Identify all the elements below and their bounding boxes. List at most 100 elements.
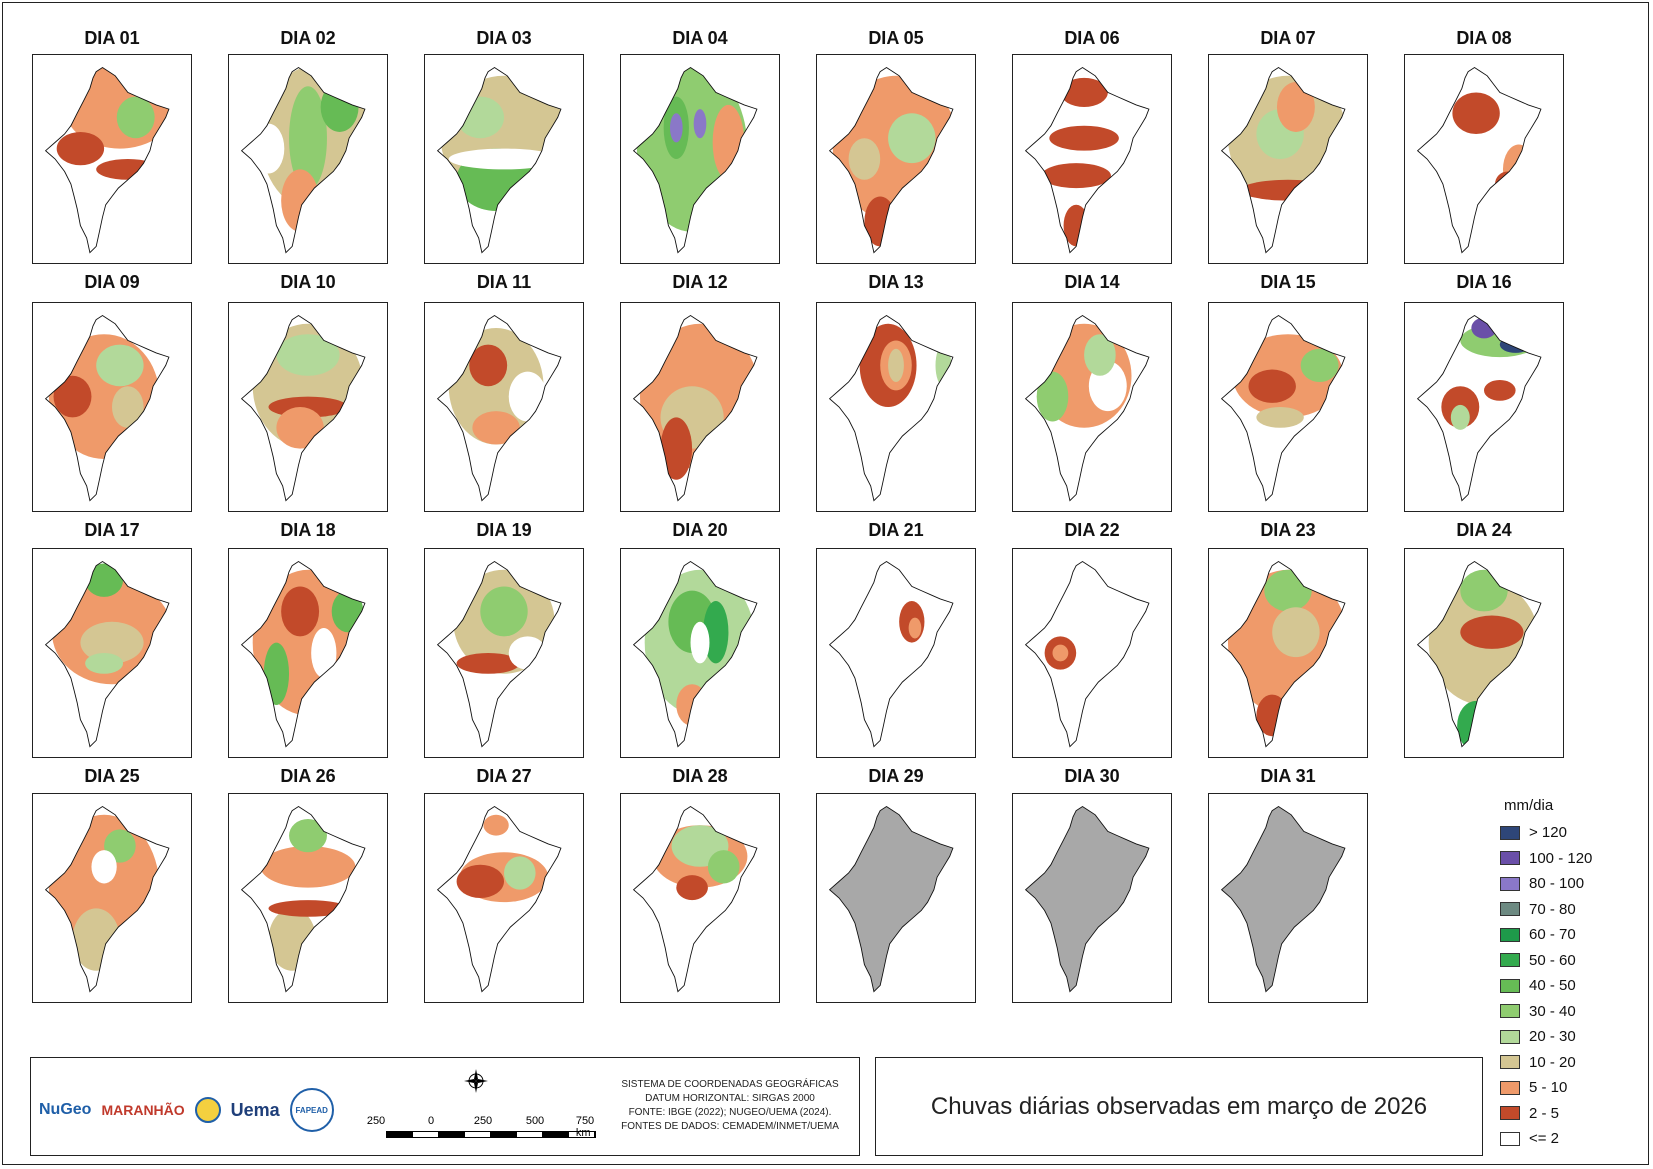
state-border <box>1220 66 1346 254</box>
day-map <box>632 314 758 502</box>
crs-line: DATUM HORIZONTAL: SIRGAS 2000 <box>645 1093 815 1104</box>
rainfall-zone <box>1084 334 1116 376</box>
rainfall-zone <box>935 344 952 387</box>
day-title: DIA 10 <box>280 272 336 292</box>
rainfall-zone <box>260 846 356 888</box>
legend-label: 5 - 10 <box>1529 1079 1568 1097</box>
day-map <box>1416 314 1542 502</box>
rainfall-zone <box>56 131 105 166</box>
rainfall-zone <box>276 334 340 376</box>
state-border <box>240 560 366 748</box>
rainfall-zone <box>456 96 504 139</box>
day-title: DIA 30 <box>1064 766 1120 786</box>
legend-label: 20 - 30 <box>1529 1028 1576 1046</box>
rainfall-zone <box>252 123 285 174</box>
legend-label: 70 - 80 <box>1529 900 1576 918</box>
day-map-panel <box>228 548 388 758</box>
rainfall-zone <box>96 159 160 180</box>
rainfall-zone <box>1460 569 1508 612</box>
state-border <box>1220 314 1346 502</box>
seal-icon <box>194 1097 221 1123</box>
day-title: DIA 24 <box>1456 520 1512 540</box>
state-border <box>1220 560 1346 748</box>
rainfall-zone <box>469 344 508 387</box>
day-map-panel <box>1208 548 1368 758</box>
rainfall-zone <box>1484 379 1516 401</box>
legend-title: mm/dia <box>1504 797 1554 814</box>
day-title: DIA 29 <box>868 766 924 786</box>
day-map <box>1220 66 1346 254</box>
state-border <box>436 66 562 254</box>
rainfall-zone <box>693 109 707 139</box>
day-title: DIA 08 <box>1456 28 1512 48</box>
rainfall-zone <box>281 169 320 232</box>
day-title: DIA 09 <box>84 272 140 292</box>
day-map <box>632 560 758 748</box>
day-title: DIA 20 <box>672 520 728 540</box>
day-map <box>1024 66 1150 254</box>
legend-swatch <box>1500 953 1520 968</box>
day-map <box>44 314 170 502</box>
day-title: DIA 23 <box>1260 520 1316 540</box>
north-arrow-icon <box>464 1069 488 1093</box>
legend-swatch <box>1500 1055 1520 1070</box>
scale-label: 250 <box>366 1115 386 1127</box>
legend-swatch <box>1500 978 1520 993</box>
state-border <box>436 314 562 502</box>
day-map <box>436 805 562 993</box>
footer-info-box: NuGeo MARANHÃO Uema FAPEAD 250 0 250 500… <box>30 1057 860 1156</box>
day-map-panel <box>424 54 584 264</box>
rainfall-zone <box>1041 163 1111 189</box>
state-border <box>44 805 170 993</box>
rainfall-zone <box>676 875 708 901</box>
legend-item: 70 - 80 <box>1500 897 1640 923</box>
day-map-panel <box>32 302 192 512</box>
rainfall-zone <box>888 113 936 164</box>
legend-label: > 120 <box>1529 824 1567 842</box>
rainfall-zone <box>320 82 359 132</box>
day-title: DIA 25 <box>84 766 140 786</box>
state-area <box>1025 561 1149 747</box>
day-map-panel <box>32 54 192 264</box>
state-area <box>1025 806 1149 992</box>
legend-swatch <box>1500 927 1520 942</box>
rainfall-zone <box>483 814 509 836</box>
rainfall-zone <box>508 636 547 670</box>
legend-label: 10 - 20 <box>1529 1053 1576 1071</box>
day-map <box>1416 66 1542 254</box>
legend-item: 40 - 50 <box>1500 973 1640 999</box>
rainfall-zone <box>1452 92 1500 135</box>
rainfall-zone <box>116 96 155 139</box>
day-map <box>44 560 170 748</box>
rainfall-zone <box>690 621 710 664</box>
day-title: DIA 28 <box>672 766 728 786</box>
rainfall-zone <box>311 628 337 678</box>
day-map-panel <box>228 302 388 512</box>
state-border <box>240 66 366 254</box>
rainfall-zone <box>707 850 740 884</box>
state-area <box>829 561 953 747</box>
legend-swatch <box>1500 851 1520 866</box>
legend-label: 60 - 70 <box>1529 926 1576 944</box>
day-map-panel <box>424 302 584 512</box>
rainfall-zone <box>1495 171 1521 197</box>
day-title: DIA 19 <box>476 520 532 540</box>
day-title: DIA 12 <box>672 272 728 292</box>
day-title: DIA 22 <box>1064 520 1120 540</box>
day-title: DIA 16 <box>1456 272 1512 292</box>
state-border <box>240 314 366 502</box>
rainfall-zone <box>80 621 144 664</box>
rainfall-zone <box>1471 317 1497 339</box>
day-map <box>828 314 954 502</box>
state-border <box>632 66 758 254</box>
nugeo-logo: NuGeo <box>39 1101 92 1118</box>
day-map <box>1024 560 1150 748</box>
day-map <box>240 805 366 993</box>
day-title: DIA 15 <box>1260 272 1316 292</box>
day-map <box>436 560 562 748</box>
day-map <box>240 560 366 748</box>
day-map-panel <box>620 548 780 758</box>
rainfall-zone <box>268 900 348 917</box>
rainfall-zone <box>1457 700 1496 747</box>
day-map <box>1024 314 1150 502</box>
